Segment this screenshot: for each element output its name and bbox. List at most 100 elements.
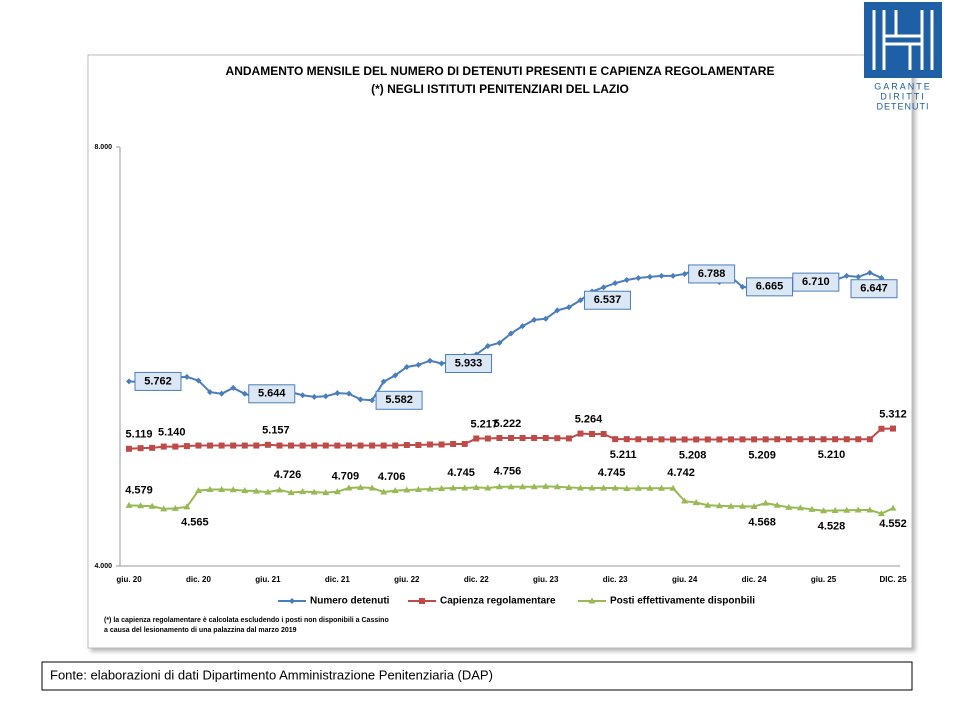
marker	[299, 392, 306, 399]
marker	[391, 487, 399, 494]
marker	[172, 443, 179, 450]
marker	[785, 436, 792, 443]
x-tick-label: giu. 23	[533, 575, 559, 584]
marker	[264, 488, 272, 495]
x-tick-label: giu. 22	[394, 575, 420, 584]
marker	[715, 502, 723, 509]
marker	[183, 503, 191, 510]
data-label: 5.644	[258, 388, 286, 400]
marker	[831, 506, 839, 513]
marker	[288, 442, 295, 449]
x-tick-label: dic. 21	[325, 575, 350, 584]
marker	[369, 397, 376, 404]
marker	[808, 505, 816, 512]
marker	[484, 484, 492, 491]
marker	[171, 504, 179, 511]
marker	[160, 505, 168, 512]
marker	[808, 436, 815, 443]
marker	[403, 442, 410, 449]
marker	[183, 443, 190, 450]
marker	[449, 484, 457, 491]
data-label: 5.312	[879, 408, 907, 420]
marker	[576, 484, 584, 491]
legend-label: Capienza regolamentare	[440, 596, 556, 607]
marker	[450, 440, 457, 447]
x-tick-label: DIC. 25	[879, 575, 907, 584]
data-label-box	[792, 272, 840, 292]
marker	[195, 377, 202, 384]
marker	[206, 486, 214, 493]
marker	[426, 441, 433, 448]
marker	[473, 435, 480, 442]
data-label: 5.217	[471, 418, 499, 430]
marker	[472, 483, 480, 490]
marker	[716, 436, 723, 443]
marker	[345, 442, 352, 449]
data-label: 4.528	[818, 521, 846, 533]
x-tick-label: dic. 24	[742, 575, 767, 584]
marker	[670, 436, 677, 443]
data-label-box	[445, 354, 493, 374]
marker	[681, 497, 689, 504]
marker	[623, 277, 630, 284]
data-label: 5.222	[494, 418, 522, 430]
marker	[380, 488, 388, 495]
note: (*) la capienza regolamentare è calcolat…	[104, 617, 389, 624]
legend-label: Posti effettivamente disponbili	[610, 596, 755, 607]
data-label: 6.537	[594, 294, 622, 306]
marker	[554, 307, 561, 314]
marker	[322, 393, 329, 400]
logo-icon	[872, 10, 934, 70]
marker	[565, 304, 572, 311]
marker	[727, 436, 734, 443]
marker	[612, 280, 619, 287]
marker	[890, 425, 896, 432]
marker	[519, 323, 526, 330]
x-tick-label: giu. 20	[116, 575, 142, 584]
marker	[739, 436, 746, 443]
marker	[727, 502, 735, 509]
marker	[357, 396, 364, 403]
marker	[299, 488, 307, 495]
x-tick-label: giu. 21	[255, 575, 281, 584]
chart-frame	[87, 54, 913, 649]
marker	[137, 502, 145, 509]
data-label: 4.742	[667, 467, 695, 479]
marker	[426, 357, 433, 364]
marker	[646, 273, 653, 280]
marker	[368, 484, 376, 491]
marker	[611, 484, 619, 491]
marker	[843, 506, 851, 513]
marker	[877, 510, 885, 517]
marker	[843, 272, 850, 279]
marker	[519, 434, 526, 441]
note: a causa del lesionamento di una palazzin…	[104, 627, 297, 634]
marker	[289, 598, 295, 604]
data-label-box	[583, 290, 631, 310]
marker	[589, 431, 596, 438]
marker	[658, 272, 665, 279]
data-label-group: 6.710	[792, 272, 840, 292]
marker	[658, 436, 665, 443]
marker	[542, 315, 549, 322]
data-label: 6.647	[860, 283, 888, 295]
marker	[739, 502, 747, 509]
marker	[774, 436, 781, 443]
marker	[253, 442, 260, 449]
marker	[252, 487, 260, 494]
marker	[866, 436, 873, 443]
marker	[149, 444, 156, 451]
marker	[276, 442, 283, 449]
marker	[345, 390, 352, 397]
data-label: 4.745	[447, 467, 475, 479]
chart-subtitle: (*) NEGLI ISTITUTI PENITENZIARI DEL LAZI…	[371, 82, 629, 96]
marker	[612, 436, 619, 443]
marker	[646, 484, 654, 491]
marker	[866, 506, 874, 513]
marker	[646, 436, 653, 443]
chart-title: ANDAMENTO MENSILE DEL NUMERO DI DETENUTI…	[226, 64, 775, 78]
marker	[657, 484, 665, 491]
logo-text: DETENUTI	[877, 101, 930, 111]
marker	[762, 436, 769, 443]
